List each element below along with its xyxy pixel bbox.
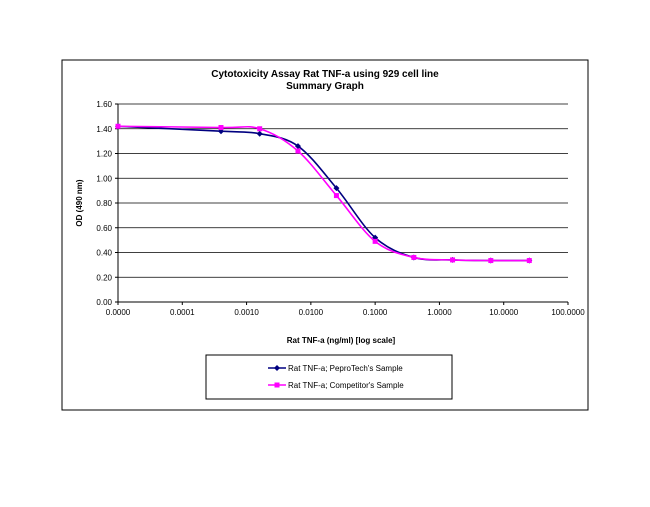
x-tick-label: 100.0000: [551, 308, 585, 317]
x-tick-label: 1.0000: [427, 308, 452, 317]
data-point-competitor: [488, 258, 494, 264]
x-tick-label: 0.0000: [106, 308, 131, 317]
data-point-competitor: [115, 123, 121, 129]
data-point-peprotech: [294, 143, 301, 150]
x-tick-label: 0.0001: [170, 308, 195, 317]
data-point-competitor: [333, 193, 339, 199]
legend-marker-competitor: [274, 382, 280, 388]
data-point-competitor: [526, 258, 532, 264]
chart-subtitle: Summary Graph: [286, 81, 364, 92]
data-point-peprotech: [256, 130, 263, 137]
chart-frame: [61, 59, 589, 411]
x-axis-label: Rat TNF-a (ng/ml) [log scale]: [287, 336, 396, 345]
legend-box: [205, 354, 453, 400]
y-tick-label: 0.80: [96, 199, 112, 208]
x-tick-label: 0.0100: [299, 308, 324, 317]
legend-label-peprotech: Rat TNF-a; PeproTech's Sample: [288, 364, 403, 373]
y-tick-label: 0.00: [96, 298, 112, 307]
legend-marker-peprotech: [274, 365, 280, 371]
data-point-competitor: [218, 125, 224, 131]
x-tick-label: 0.0010: [234, 308, 259, 317]
legend: Rat TNF-a; PeproTech's Sample Rat TNF-a;…: [205, 354, 453, 400]
data-point-competitor: [372, 238, 378, 244]
y-tick-label: 0.40: [96, 249, 112, 258]
y-tick-label: 0.20: [96, 273, 112, 282]
x-tick-label: 0.1000: [363, 308, 388, 317]
data-point-peprotech: [333, 185, 340, 192]
y-tick-label: 1.20: [96, 150, 112, 159]
data-point-competitor: [411, 254, 417, 260]
data-point-competitor: [450, 257, 456, 263]
series-layer: [115, 123, 533, 264]
y-tick-label: 1.40: [96, 125, 112, 134]
data-point-competitor: [257, 126, 263, 132]
chart-title: Cytotoxicity Assay Rat TNF-a using 929 c…: [211, 69, 439, 80]
axis-layer: 0.00 0.20 0.40 0.60 0.80 1.00 1.20 1.40 1.60 0.00…: [96, 100, 585, 317]
grid-layer: [118, 103, 568, 278]
y-tick-label: 0.60: [96, 224, 112, 233]
series-line-competitor: [117, 125, 530, 262]
y-tick-label: 1.00: [96, 174, 112, 183]
legend-label-competitor: Rat TNF-a; Competitor's Sample: [288, 381, 404, 390]
y-tick-label: 1.60: [96, 100, 112, 109]
x-tick-label: 10.0000: [489, 308, 518, 317]
y-axis-label: OD (490 nm): [75, 179, 84, 226]
data-point-competitor: [295, 148, 301, 154]
